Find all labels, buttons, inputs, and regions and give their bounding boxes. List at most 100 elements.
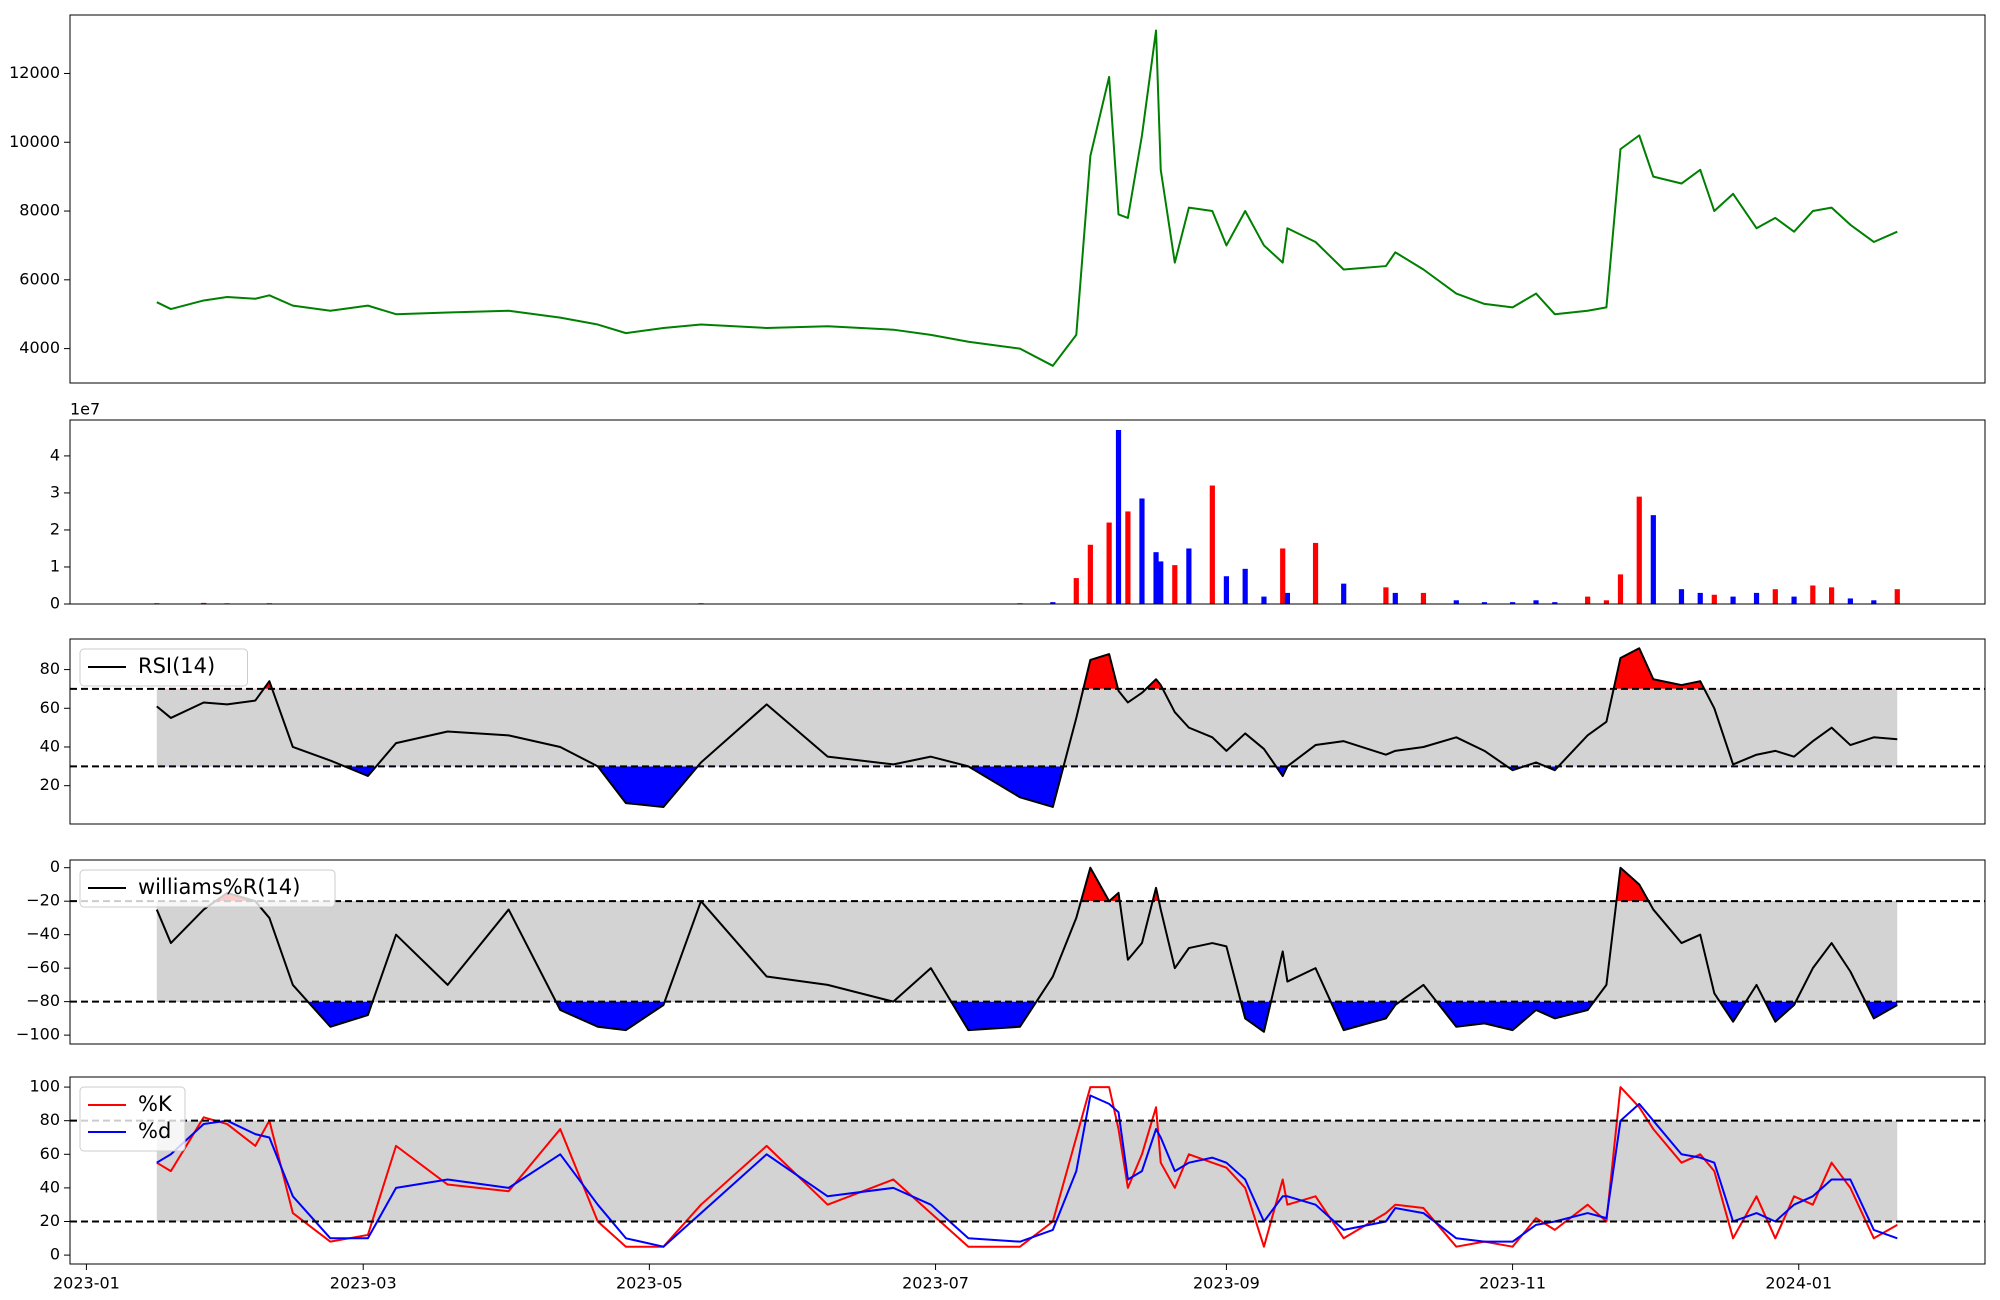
panel: 0 1 2 3 4 1e7 (50, 400, 1986, 613)
y-tick-label: 0 (50, 1245, 60, 1264)
bar (1730, 596, 1736, 604)
bar (1242, 568, 1248, 604)
y-tick-label: 100 (29, 1077, 60, 1096)
bar (1481, 602, 1488, 604)
series-line (155, 866, 1898, 1033)
legend-label: williams%R(14) (138, 875, 300, 899)
neutral-band (156, 901, 1898, 1002)
legend-box (79, 648, 248, 687)
series-line (156, 1094, 1898, 1248)
bar (1847, 598, 1853, 604)
bar (1828, 587, 1835, 604)
bar (1585, 596, 1591, 604)
y-tick-label: 20 (40, 1211, 60, 1230)
bar (1383, 587, 1389, 604)
legend-box (79, 1086, 186, 1152)
x-tick-label: 2023-01 (53, 1274, 120, 1293)
x-tick-label: 2023-11 (1479, 1274, 1546, 1293)
bar (1261, 596, 1267, 604)
bar (1894, 589, 1900, 604)
y-tick-label: 3 (50, 482, 60, 501)
y-tick-label: 80 (40, 659, 60, 678)
y-tick-label: −20 (26, 891, 60, 910)
bar (1115, 429, 1122, 604)
bar (1158, 561, 1164, 604)
bar (1087, 544, 1093, 604)
axes-frame (69, 419, 1986, 605)
bar (1125, 511, 1131, 604)
panel: −100 −80 −60 −40 −20 0 williams%R(14) (16, 857, 1986, 1045)
bar (1153, 552, 1159, 604)
bar (1050, 602, 1056, 604)
bar (1139, 498, 1145, 604)
x-tick-label: 2024-01 (1765, 1274, 1832, 1293)
oversold-fill (156, 1001, 1898, 1032)
bar (1533, 600, 1539, 604)
y-tick-label: 0 (50, 857, 60, 876)
series-line (156, 29, 1898, 367)
bar (1678, 589, 1685, 604)
legend-box (79, 869, 336, 908)
y-tick-label: 0 (50, 594, 60, 613)
series-line (156, 647, 1898, 808)
bar (1341, 583, 1347, 604)
y-tick-label: 20 (40, 775, 60, 794)
panel: 4000 6000 8000 10000 12000 (9, 14, 1986, 384)
bar (1772, 589, 1778, 604)
panel: 0 20 40 60 80 100 2023-01 2023-03 2023-05 2023-07… (29, 1076, 1986, 1293)
y-tick-label: 60 (40, 1144, 60, 1163)
bar (1617, 574, 1624, 604)
y-tick-label: 12000 (9, 63, 60, 82)
legend-label: %d (138, 1119, 171, 1143)
y-tick-label: 60 (40, 698, 60, 717)
y-tick-label: 8000 (19, 201, 60, 220)
y-tick-label: −80 (26, 991, 60, 1010)
x-tick-label: 2023-07 (902, 1274, 969, 1293)
axes-frame (69, 1076, 1986, 1265)
bar (1312, 542, 1319, 604)
bar (1284, 592, 1290, 604)
bar (1186, 548, 1192, 604)
neutral-band (156, 1120, 1898, 1222)
bar (1753, 592, 1760, 604)
bar (1106, 522, 1112, 604)
x-tick-label: 2023-05 (616, 1274, 683, 1293)
series-line (156, 1086, 1898, 1248)
y-tick-label: 80 (40, 1110, 60, 1129)
y-tick-label: 40 (40, 736, 60, 755)
y-tick-label: 10000 (9, 132, 60, 151)
axes-frame (69, 638, 1986, 825)
y-tick-label: 4 (50, 445, 60, 464)
oversold-fill (156, 766, 1898, 807)
y-tick-label: 2 (50, 519, 60, 538)
bar (1453, 600, 1459, 604)
bar (1223, 576, 1230, 604)
bar (1636, 496, 1642, 604)
neutral-band (156, 688, 1898, 767)
y-tick-label: 4000 (19, 338, 60, 357)
axes-frame (69, 14, 1986, 384)
bar (1711, 594, 1717, 604)
y-tick-label: 6000 (19, 269, 60, 288)
y-tick-label: −100 (16, 1025, 60, 1044)
bar (1073, 578, 1079, 604)
bar (1603, 600, 1610, 604)
bar (1552, 602, 1558, 604)
bar (201, 602, 207, 604)
bar (1791, 596, 1797, 604)
y-tick-label: −40 (26, 924, 60, 943)
offset-text: 1e7 (70, 400, 100, 419)
legend-label: RSI(14) (138, 654, 215, 678)
panel: 20 40 60 80 RSI(14) (40, 638, 1986, 825)
bar (1650, 515, 1656, 604)
axes-frame (69, 859, 1986, 1045)
bar (1209, 485, 1215, 604)
bar (1871, 600, 1877, 604)
bar (1420, 592, 1427, 604)
bar (1509, 602, 1516, 604)
x-tick-label: 2023-09 (1193, 1274, 1260, 1293)
bar (1280, 548, 1286, 604)
bar (1392, 592, 1398, 604)
y-tick-label: −60 (26, 958, 60, 977)
